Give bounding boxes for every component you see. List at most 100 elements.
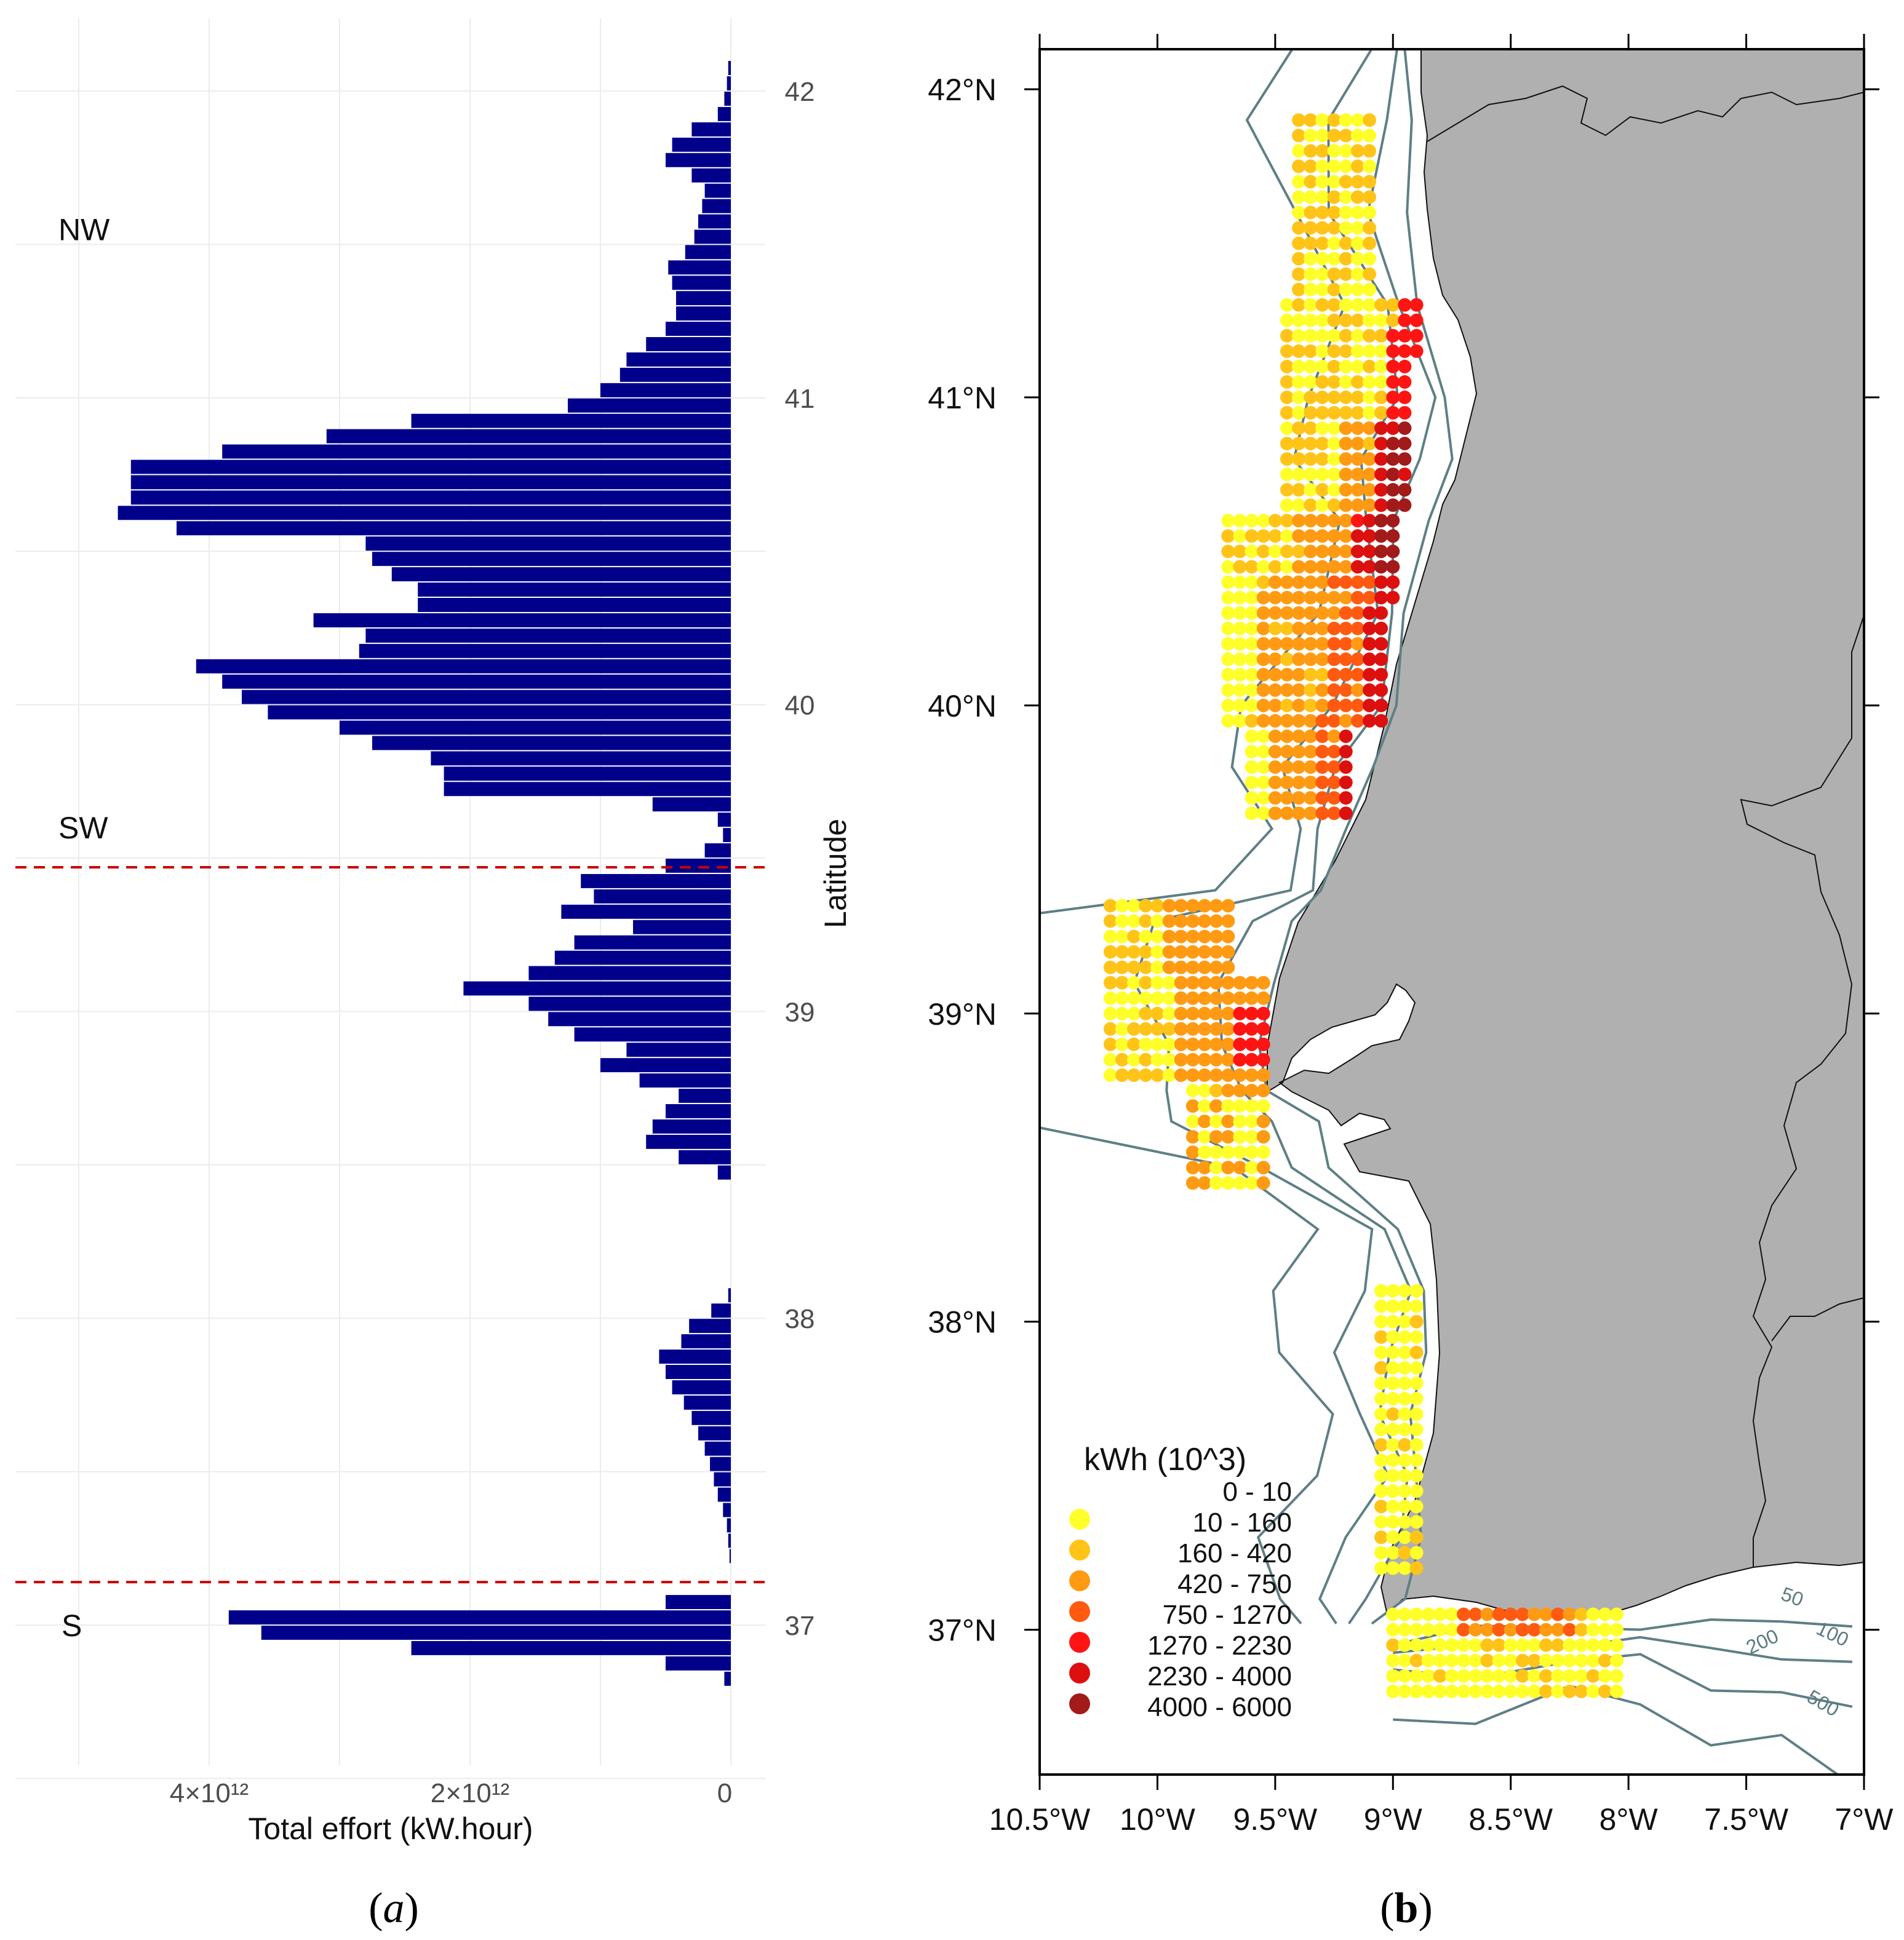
effort-point bbox=[1315, 590, 1329, 605]
effort-point bbox=[1350, 375, 1364, 389]
effort-point bbox=[1386, 544, 1400, 559]
effort-point bbox=[1504, 1623, 1518, 1637]
effort-point bbox=[1374, 683, 1388, 697]
effort-point bbox=[1185, 1068, 1200, 1082]
effort-point bbox=[1339, 637, 1353, 651]
effort-point bbox=[1386, 1361, 1400, 1375]
effort-point bbox=[1233, 590, 1247, 605]
effort-point bbox=[1363, 406, 1376, 420]
effort-point bbox=[1374, 1561, 1388, 1575]
effort-point bbox=[1409, 1623, 1424, 1637]
effort-point bbox=[1457, 1638, 1471, 1652]
effort-point bbox=[1315, 745, 1329, 758]
effort-point bbox=[1221, 514, 1235, 528]
effort-point bbox=[1280, 406, 1294, 420]
effort-point bbox=[1327, 452, 1341, 466]
effort-point bbox=[1374, 667, 1388, 682]
effort-bar bbox=[554, 950, 731, 965]
effort-point bbox=[1492, 1669, 1506, 1683]
effort-point bbox=[1363, 667, 1376, 682]
effort-point bbox=[1339, 328, 1353, 343]
effort-point bbox=[1292, 344, 1306, 358]
effort-point bbox=[1339, 313, 1353, 327]
effort-bar bbox=[646, 1134, 731, 1149]
effort-bar bbox=[691, 1410, 731, 1425]
effort-bar bbox=[196, 659, 731, 674]
effort-point bbox=[1304, 375, 1318, 389]
effort-point bbox=[1350, 391, 1364, 404]
contour-line-west bbox=[1040, 49, 1347, 1624]
effort-point bbox=[1386, 344, 1400, 358]
effort-point bbox=[1198, 1161, 1211, 1175]
legend-class-label: 4000 - 6000 bbox=[1147, 1692, 1292, 1722]
effort-point bbox=[1363, 683, 1376, 697]
effort-point bbox=[1398, 313, 1412, 327]
effort-point bbox=[1174, 1068, 1188, 1082]
effort-point bbox=[1374, 621, 1388, 635]
effort-point bbox=[1245, 560, 1259, 574]
effort-point bbox=[1185, 929, 1200, 944]
effort-point bbox=[1256, 683, 1270, 697]
effort-point bbox=[1115, 945, 1129, 959]
effort-point bbox=[1433, 1653, 1447, 1668]
effort-point bbox=[1315, 205, 1329, 220]
effort-point bbox=[1162, 929, 1176, 944]
effort-point bbox=[1339, 806, 1353, 821]
effort-point bbox=[1315, 298, 1329, 312]
effort-point bbox=[1339, 621, 1353, 635]
effort-point bbox=[1350, 421, 1364, 435]
effort-point bbox=[1256, 652, 1270, 666]
effort-point bbox=[1363, 159, 1376, 173]
effort-point bbox=[1563, 1607, 1577, 1621]
effort-point bbox=[1339, 590, 1353, 605]
effort-bar bbox=[130, 490, 731, 505]
effort-point bbox=[1374, 359, 1388, 373]
effort-point bbox=[1315, 467, 1329, 482]
effort-point bbox=[1374, 1345, 1388, 1359]
panel-a-caption: (a) bbox=[368, 1885, 419, 1932]
effort-point bbox=[1245, 1037, 1259, 1051]
legend-swatch bbox=[1069, 1540, 1090, 1560]
effort-point bbox=[1363, 391, 1376, 404]
effort-point bbox=[1233, 1099, 1247, 1113]
effort-point bbox=[1350, 190, 1364, 204]
effort-point bbox=[1315, 806, 1329, 821]
effort-point bbox=[1339, 236, 1353, 250]
latitude-tick-label: 42°N bbox=[928, 73, 997, 107]
effort-point bbox=[1339, 406, 1353, 420]
effort-point bbox=[1233, 1022, 1247, 1036]
effort-point bbox=[1327, 298, 1341, 312]
effort-point bbox=[1327, 313, 1341, 327]
legend-class-label: 160 - 420 bbox=[1177, 1538, 1292, 1568]
effort-point bbox=[1292, 791, 1306, 805]
effort-point bbox=[1304, 698, 1318, 712]
effort-point bbox=[1398, 1284, 1412, 1298]
effort-point bbox=[1221, 575, 1235, 589]
effort-point bbox=[1174, 1022, 1188, 1036]
map-axis-ticks: 10.5°W 10°W 9.5°W 9°W 8.5°W 8°W 7.5°W 7°W 42°N 41… bbox=[928, 34, 1894, 1837]
effort-point bbox=[1127, 1006, 1141, 1020]
effort-point bbox=[1363, 129, 1376, 143]
effort-point bbox=[1221, 652, 1235, 666]
effort-point bbox=[1221, 698, 1235, 712]
effort-point bbox=[1374, 1314, 1388, 1329]
effort-point bbox=[1398, 1561, 1412, 1575]
effort-point bbox=[1280, 560, 1294, 574]
effort-point bbox=[1363, 328, 1376, 343]
effort-point bbox=[1363, 590, 1376, 605]
effort-point bbox=[1421, 1684, 1435, 1698]
effort-point bbox=[1350, 406, 1364, 420]
effort-point bbox=[1185, 1006, 1200, 1020]
effort-point bbox=[1409, 1407, 1424, 1421]
effort-point bbox=[1539, 1684, 1553, 1698]
effort-point bbox=[1315, 652, 1329, 666]
effort-point bbox=[1256, 776, 1270, 790]
effort-point bbox=[1209, 976, 1224, 990]
latitude-tick-label: 40 bbox=[785, 691, 815, 721]
effort-point bbox=[1198, 1006, 1211, 1020]
effort-point bbox=[1574, 1669, 1588, 1683]
effort-point bbox=[1174, 945, 1188, 959]
effort-point bbox=[1374, 1515, 1388, 1529]
effort-point bbox=[1374, 344, 1388, 358]
effort-bar bbox=[704, 843, 731, 857]
